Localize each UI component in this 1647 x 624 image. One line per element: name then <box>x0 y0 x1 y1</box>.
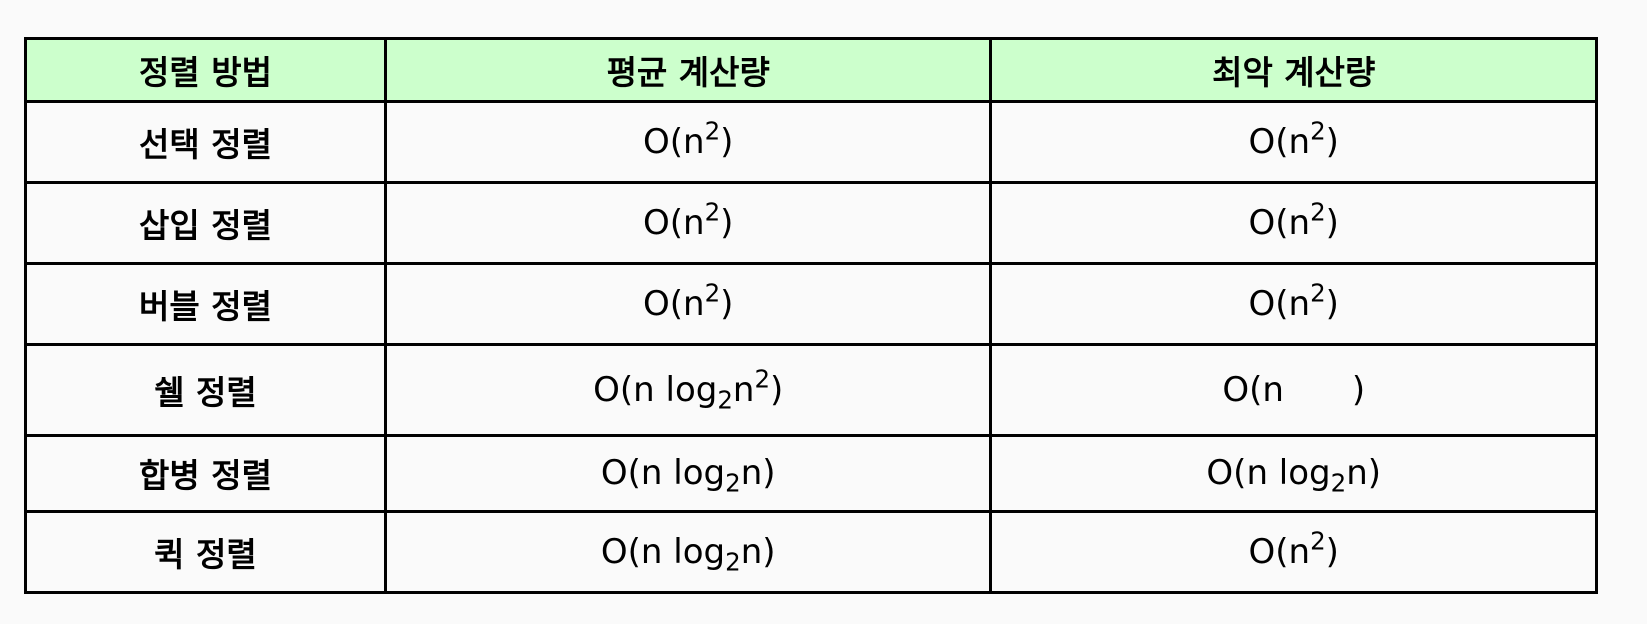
complexity-base: O(n <box>1222 370 1284 411</box>
method-cell: 퀵 정렬 <box>24 509 387 595</box>
complexity-exponent: 2 <box>704 278 721 308</box>
complexity-exponent: 2 <box>1310 526 1326 556</box>
complexity-base: O(n log <box>593 370 718 411</box>
method-cell: 합병 정렬 <box>24 433 387 513</box>
worst-complexity-cell: O(n2) <box>989 181 1598 266</box>
complexity-base: O(n <box>643 122 705 163</box>
complexity-variable: n <box>732 370 755 411</box>
header-average-complexity: 평균 계산량 <box>383 37 993 103</box>
complexity-base: O(n <box>1248 122 1311 163</box>
complexity-base: O(n log <box>600 531 726 572</box>
worst-complexity-cell: O(n2) <box>989 99 1598 185</box>
complexity-close: ) <box>720 203 734 244</box>
method-cell: 선택 정렬 <box>24 99 387 185</box>
method-cell: 쉘 정렬 <box>24 343 387 437</box>
complexity-base: O(n log <box>1206 453 1331 494</box>
complexity-exponent: 2 <box>704 116 721 146</box>
complexity-base: O(n <box>1248 203 1311 244</box>
header-sort-method: 정렬 방법 <box>24 37 387 103</box>
complexity-variable: n <box>1346 453 1368 494</box>
complexity-close: ) <box>720 122 734 163</box>
worst-complexity-cell: O(n log2n) <box>989 433 1598 513</box>
complexity-exponent: 2 <box>704 197 721 227</box>
worst-complexity-cell: O(n) <box>989 343 1598 437</box>
table-row: 쉘 정렬 O(n log2n2) O(n) <box>24 343 1598 437</box>
table-row: 퀵 정렬 O(n log2n) O(n2) <box>24 509 1598 595</box>
worst-complexity-cell: O(n2) <box>989 262 1598 347</box>
log-base: 2 <box>725 468 741 498</box>
header-worst-complexity: 최악 계산량 <box>989 37 1598 103</box>
table-row: 합병 정렬 O(n log2n) O(n log2n) <box>24 433 1598 513</box>
complexity-base: O(n <box>1248 531 1311 572</box>
average-complexity-cell: O(n2) <box>383 262 993 347</box>
average-complexity-cell: O(n log2n) <box>383 433 993 513</box>
complexity-exponent: 2 <box>1310 278 1326 308</box>
complexity-exponent: 2 <box>754 364 771 394</box>
complexity-close: ) <box>1325 284 1339 325</box>
average-complexity-cell: O(n log2n2) <box>383 343 993 437</box>
average-complexity-cell: O(n2) <box>383 181 993 266</box>
complexity-close: ) <box>770 370 784 411</box>
complexity-close: ) <box>762 531 776 572</box>
table-row: 삽입 정렬 O(n2) O(n2) <box>24 181 1598 266</box>
average-complexity-cell: O(n2) <box>383 99 993 185</box>
table-row: 버블 정렬 O(n2) O(n2) <box>24 262 1598 347</box>
complexity-close: ) <box>720 284 734 325</box>
complexity-close: ) <box>1367 453 1382 494</box>
complexity-variable: n <box>740 531 763 572</box>
complexity-variable: n <box>740 453 763 494</box>
complexity-close: ) <box>1325 122 1339 163</box>
worst-complexity-cell: O(n2) <box>989 509 1598 595</box>
sorting-complexity-table: 정렬 방법 평균 계산량 최악 계산량 선택 정렬 O(n2) O(n2) 삽입… <box>24 37 1598 595</box>
complexity-close: ) <box>1325 203 1339 244</box>
log-base: 2 <box>717 385 733 415</box>
average-complexity-cell: O(n log2n) <box>383 509 993 595</box>
complexity-base: O(n <box>643 203 705 244</box>
complexity-base: O(n <box>643 284 705 325</box>
log-base: 2 <box>725 547 741 577</box>
header-row: 정렬 방법 평균 계산량 최악 계산량 <box>24 37 1598 103</box>
method-cell: 버블 정렬 <box>24 262 387 347</box>
complexity-close: ) <box>762 453 776 494</box>
complexity-exponent: 2 <box>1310 197 1326 227</box>
complexity-base: O(n log <box>600 453 726 494</box>
log-base: 2 <box>1330 468 1347 498</box>
table-row: 선택 정렬 O(n2) O(n2) <box>24 99 1598 185</box>
complexity-close: ) <box>1325 531 1339 572</box>
complexity-base: O(n <box>1248 284 1311 325</box>
complexity-close: ) <box>1351 370 1366 411</box>
method-cell: 삽입 정렬 <box>24 181 387 266</box>
complexity-exponent: 2 <box>1310 116 1326 146</box>
